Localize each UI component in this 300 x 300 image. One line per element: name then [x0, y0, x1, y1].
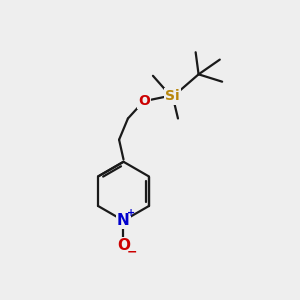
Text: O: O: [117, 238, 130, 253]
Text: −: −: [127, 245, 138, 258]
Text: O: O: [138, 94, 150, 108]
Text: +: +: [127, 208, 135, 218]
Text: N: N: [117, 213, 130, 228]
Text: Si: Si: [165, 89, 179, 103]
